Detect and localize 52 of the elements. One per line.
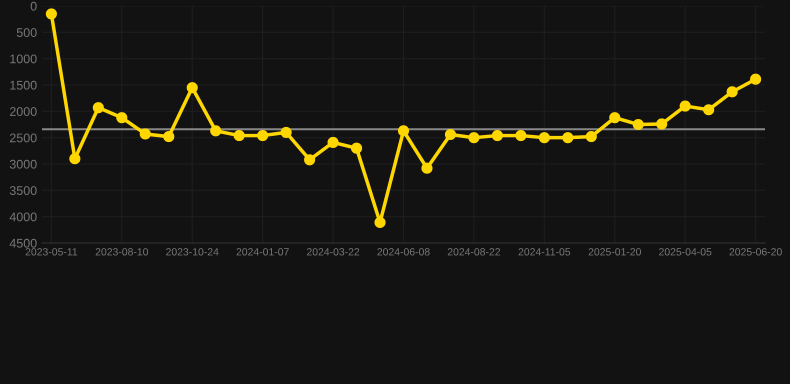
- y-tick-label: 2000: [10, 107, 37, 116]
- point: [703, 104, 714, 116]
- point: [304, 154, 316, 166]
- x-tick-label: 2023-08-10: [96, 248, 148, 256]
- point: [140, 128, 151, 140]
- point: [116, 112, 128, 124]
- point: [69, 153, 80, 164]
- point: [374, 216, 386, 228]
- x-tick-label: 2024-06-08: [377, 248, 430, 256]
- y-tick-label: 3500: [10, 186, 37, 195]
- point: [750, 74, 762, 85]
- point: [656, 118, 668, 130]
- x-tick-label: 2024-01-07: [236, 248, 289, 256]
- y-tick-label: 500: [16, 28, 37, 37]
- x-tick-label: 2024-08-22: [448, 248, 500, 256]
- point: [350, 142, 362, 154]
- x-tick-label: 2025-01-20: [588, 248, 642, 256]
- y-tick-label: 1500: [10, 80, 37, 90]
- point: [538, 132, 550, 144]
- point: [398, 125, 410, 136]
- x-tick-label: 2025-04-05: [659, 248, 712, 256]
- x-tick-label: 2024-03-22: [306, 248, 360, 256]
- point: [163, 131, 174, 142]
- point: [609, 112, 620, 124]
- point: [92, 102, 104, 114]
- point: [186, 82, 198, 94]
- point: [444, 128, 456, 140]
- point: [280, 126, 292, 138]
- point: [421, 162, 433, 174]
- point: [586, 131, 597, 142]
- point: [468, 132, 480, 144]
- point: [726, 86, 738, 98]
- y-tick-label: 1000: [10, 54, 37, 64]
- point: [257, 130, 268, 142]
- point: [492, 130, 503, 142]
- point: [680, 100, 691, 112]
- y-tick-label: 4500: [10, 238, 37, 248]
- x-tick-label: 2023-10-24: [166, 248, 219, 256]
- point: [328, 136, 339, 148]
- x-tick-label: 2023-05-11: [26, 248, 78, 256]
- y-tick-label: 4000: [10, 212, 37, 222]
- y-tick-label: 3000: [10, 160, 37, 169]
- y-tick-label: 2500: [10, 133, 37, 142]
- point: [515, 130, 526, 142]
- point: [632, 118, 644, 130]
- point: [210, 125, 222, 136]
- point: [234, 130, 245, 142]
- point: [562, 132, 574, 144]
- y-tick-label: 0: [30, 2, 37, 11]
- point: [46, 8, 57, 20]
- x-tick-label: 2025-06-20: [729, 248, 782, 256]
- x-tick-label: 2024-11-05: [518, 248, 570, 256]
